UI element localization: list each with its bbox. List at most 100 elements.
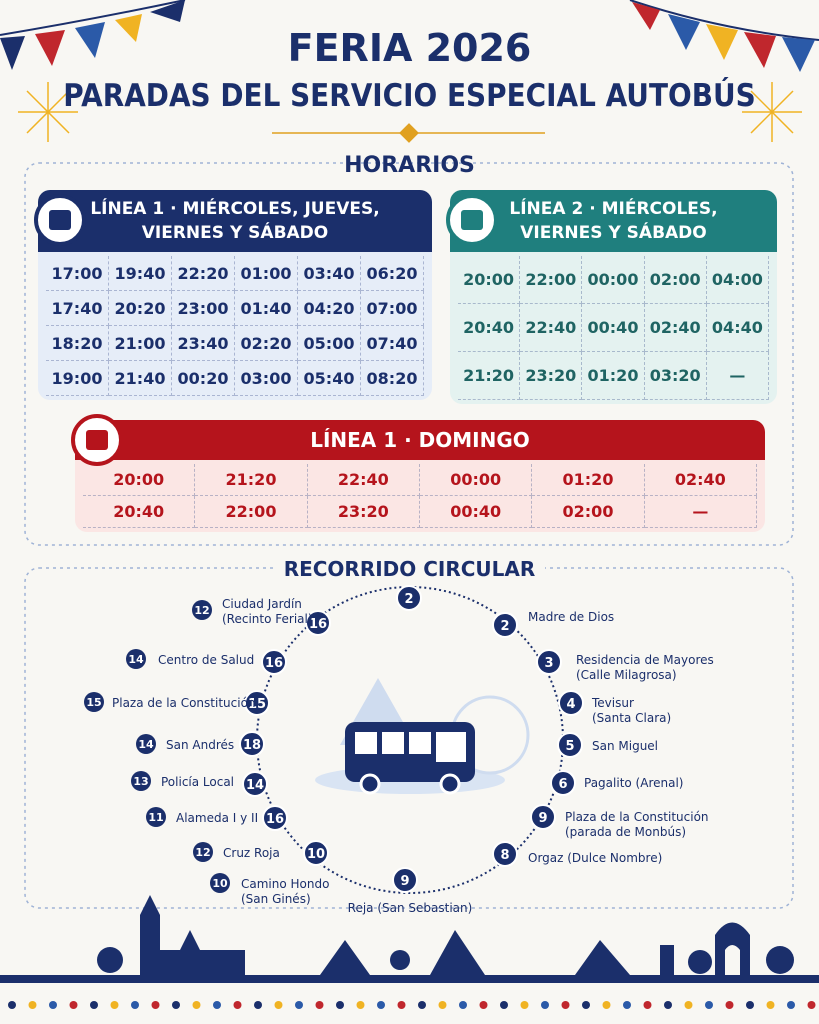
- schedules-heading: HORARIOS: [344, 153, 475, 178]
- time-cell: 07:00: [361, 291, 424, 326]
- dots-row: [8, 1001, 816, 1009]
- time-cell: 23:40: [172, 326, 235, 361]
- time-cell: 05:40: [298, 361, 361, 396]
- stop-name: Reja (San Sebastian): [348, 901, 473, 915]
- route-node: [305, 610, 331, 636]
- time-cell: 00:40: [582, 304, 645, 352]
- stop-badge-number: 11: [148, 811, 163, 824]
- calendar-icon: [446, 194, 498, 246]
- dot: [623, 1001, 631, 1009]
- route-node: [239, 731, 265, 757]
- stop-name: Tevisur: [591, 696, 634, 710]
- route-node-number: 4: [566, 697, 575, 712]
- stop-name: Alameda I y II: [176, 811, 258, 825]
- stop-badge: [131, 771, 151, 791]
- route-node: [303, 840, 329, 866]
- stop-name: (Calle Milagrosa): [576, 668, 677, 682]
- dot: [377, 1001, 385, 1009]
- time-cell: 02:20: [235, 326, 298, 361]
- time-cell: —: [706, 352, 769, 400]
- route-node-number: 6: [558, 777, 567, 792]
- route-node-number: 15: [248, 697, 266, 712]
- route-heading: RECORRIDO CIRCULAR: [0, 557, 819, 581]
- route-node-number: 14: [246, 778, 264, 793]
- dot: [131, 1001, 139, 1009]
- time-cell: 01:00: [235, 256, 298, 291]
- stop-badge: [126, 649, 146, 669]
- bunting: [0, 0, 819, 72]
- stop-badge: [210, 873, 230, 893]
- time-cell: —: [644, 496, 757, 528]
- dot: [274, 1001, 283, 1009]
- time-cell: 21:40: [109, 361, 172, 396]
- dot: [643, 1001, 652, 1009]
- stop-name: Policía Local: [161, 775, 234, 789]
- route-node-number: 10: [307, 847, 325, 862]
- table-body: 20:00 22:00 00:00 02:00 04:00 20:40 22:40 00:40…: [450, 252, 777, 404]
- time-cell: 08:20: [361, 361, 424, 396]
- route-node: [396, 585, 422, 611]
- time-cell: 21:20: [195, 464, 308, 496]
- time-cell: 19:00: [46, 361, 109, 396]
- dot: [746, 1001, 754, 1009]
- route-node-number: 9: [400, 874, 409, 889]
- dot: [192, 1001, 201, 1009]
- stop-name: Residencia de Mayores: [576, 653, 714, 667]
- dot: [356, 1001, 365, 1009]
- dot: [438, 1001, 447, 1009]
- route-node-number: 5: [565, 739, 574, 754]
- stop-name: (Recinto Ferial): [222, 612, 313, 626]
- time-cell: 01:20: [582, 352, 645, 400]
- time-cell: 20:00: [83, 464, 196, 496]
- dot: [69, 1001, 78, 1009]
- time-cell: 22:40: [520, 304, 583, 352]
- route-node: [492, 841, 518, 867]
- calendar-glyph: [461, 210, 483, 230]
- route-node: [492, 612, 518, 638]
- time-cell: 03:00: [235, 361, 298, 396]
- time-cell: 04:00: [706, 256, 769, 304]
- stop-badge: [193, 842, 213, 862]
- dot: [8, 1001, 16, 1009]
- dot: [766, 1001, 775, 1009]
- time-cell: 00:00: [582, 256, 645, 304]
- dot: [807, 1001, 816, 1009]
- time-cell: 21:00: [109, 326, 172, 361]
- calendar-icon: [71, 414, 123, 466]
- route-node-number: 16: [265, 656, 283, 671]
- dot: [213, 1001, 221, 1009]
- dot: [28, 1001, 37, 1009]
- time-cell: 04:20: [298, 291, 361, 326]
- dot: [49, 1001, 57, 1009]
- schedule-table: LÍNEA 1 · MIÉRCOLES, JUEVES, VIERNES Y SÁ…: [38, 190, 432, 400]
- dot: [541, 1001, 549, 1009]
- time-cell: 04:40: [706, 304, 769, 352]
- route-node-number: 9: [538, 811, 547, 826]
- fireworks: [18, 82, 802, 142]
- time-cell: 20:40: [83, 496, 196, 528]
- dot: [664, 1001, 672, 1009]
- bus: [345, 722, 475, 795]
- route-node: [536, 649, 562, 675]
- time-cell: 20:40: [458, 304, 521, 352]
- stop-badge-number: 15: [86, 696, 101, 709]
- stop-badge-number: 14: [138, 738, 154, 751]
- stop-name: Centro de Salud: [158, 653, 254, 667]
- route-node-number: 2: [404, 592, 413, 607]
- dot: [151, 1001, 160, 1009]
- stop-badge: [192, 600, 212, 620]
- route-node-number: 8: [500, 848, 509, 863]
- route-node-number: 18: [243, 738, 261, 753]
- time-cell: 21:20: [458, 352, 521, 400]
- time-cell: 01:20: [532, 464, 645, 496]
- table-title: LÍNEA 1 · MIÉRCOLES, JUEVES,: [90, 199, 380, 219]
- dot: [787, 1001, 795, 1009]
- time-cell: 03:20: [644, 352, 707, 400]
- stop-name: Ciudad Jardín: [222, 597, 302, 611]
- route-node-number: 16: [309, 617, 327, 632]
- route-node: [557, 732, 583, 758]
- route-node: [530, 804, 556, 830]
- time-cell: 02:00: [532, 496, 645, 528]
- time-cell: 20:20: [109, 291, 172, 326]
